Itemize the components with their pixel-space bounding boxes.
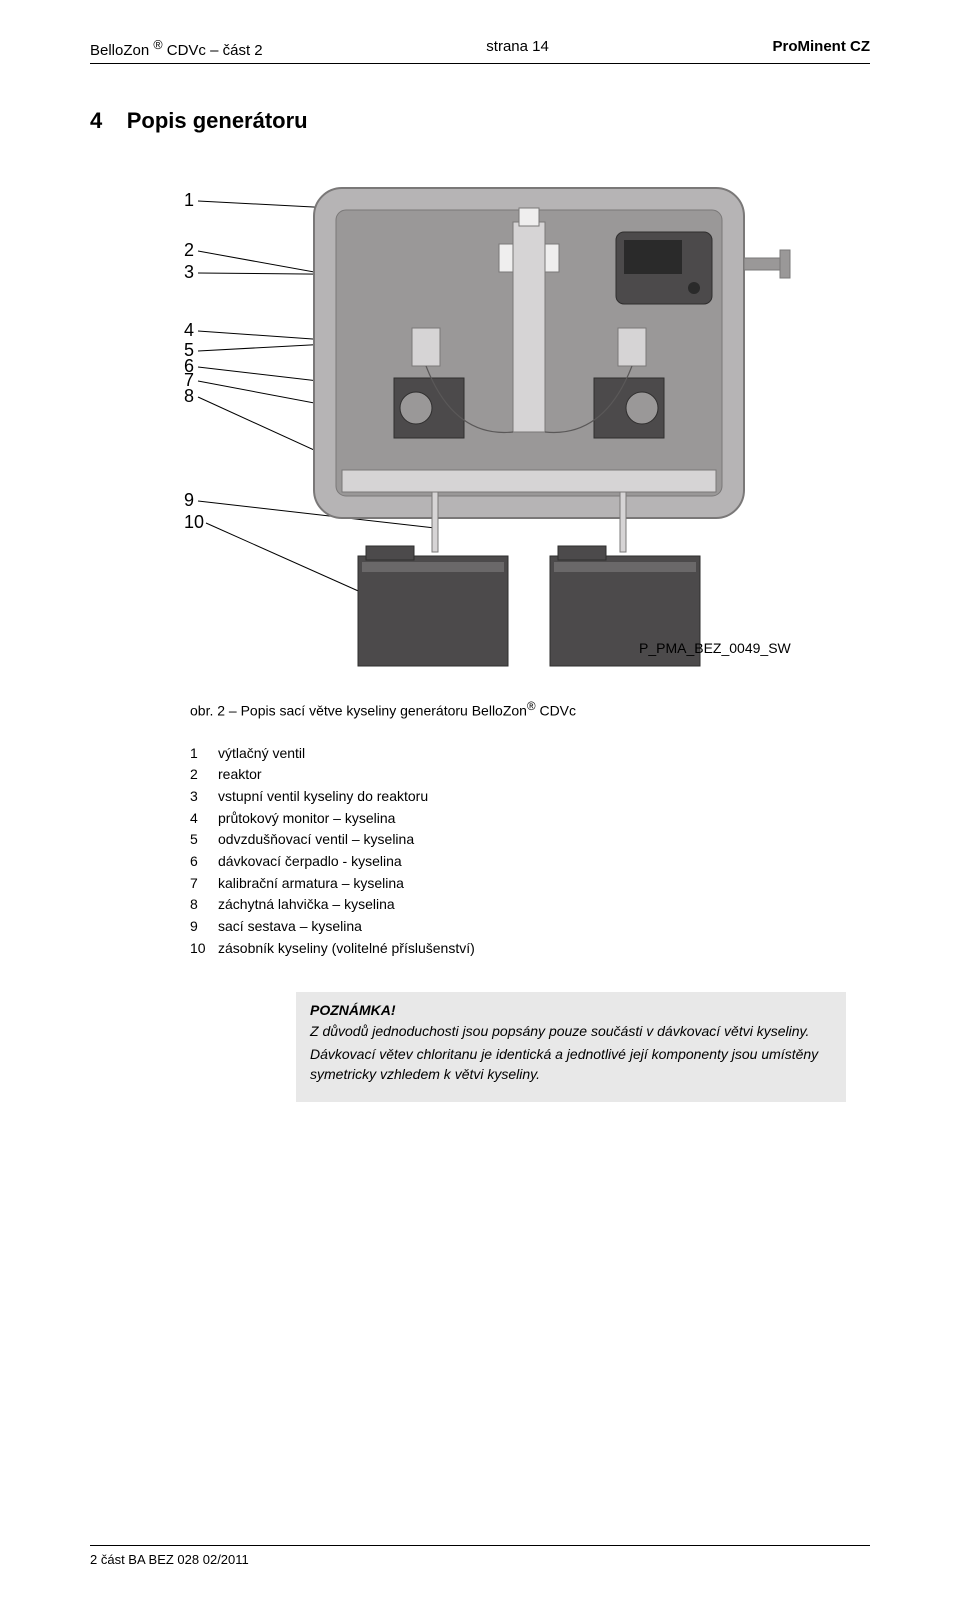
parts-list-row: 7kalibrační armatura – kyselina <box>190 873 870 895</box>
part-text: vstupní ventil kyseliny do reaktoru <box>218 786 428 808</box>
parts-list-row: 6dávkovací čerpadlo - kyselina <box>190 851 870 873</box>
parts-list-row: 1výtlačný ventil <box>190 743 870 765</box>
header-right: ProMinent CZ <box>773 38 871 59</box>
part-number: 8 <box>190 894 218 916</box>
part-text: záchytná lahvička – kyselina <box>218 894 395 916</box>
part-number: 9 <box>190 916 218 938</box>
parts-list-row: 3vstupní ventil kyseliny do reaktoru <box>190 786 870 808</box>
page-footer: 2 část BA BEZ 028 02/2011 <box>90 1545 870 1567</box>
note-box: POZNÁMKA! Z důvodů jednoduchosti jsou po… <box>296 992 846 1103</box>
parts-list-row: 5odvzdušňovací ventil – kyselina <box>190 829 870 851</box>
section-number: 4 <box>90 108 102 133</box>
svg-text:3: 3 <box>184 262 194 282</box>
part-text: průtokový monitor – kyselina <box>218 808 395 830</box>
parts-list-row: 9sací sestava – kyselina <box>190 916 870 938</box>
part-number: 4 <box>190 808 218 830</box>
part-text: odvzdušňovací ventil – kyselina <box>218 829 414 851</box>
svg-text:8: 8 <box>184 386 194 406</box>
svg-text:9: 9 <box>184 490 194 510</box>
part-number: 10 <box>190 938 218 960</box>
section-heading: Popis generátoru <box>127 108 308 133</box>
note-p2: Dávkovací větev chloritanu je identická … <box>310 1045 832 1084</box>
page-header: BelloZon ® CDVc – část 2 strana 14 ProMi… <box>90 38 870 64</box>
part-text: zásobník kyseliny (volitelné příslušenst… <box>218 938 475 960</box>
part-number: 1 <box>190 743 218 765</box>
parts-list-row: 2reaktor <box>190 764 870 786</box>
parts-list-row: 10zásobník kyseliny (volitelné příslušen… <box>190 938 870 960</box>
header-left: BelloZon ® CDVc – část 2 <box>90 38 263 59</box>
section-title: 4 Popis generátoru <box>90 108 870 134</box>
part-text: reaktor <box>218 764 262 786</box>
parts-list: 1výtlačný ventil2reaktor3vstupní ventil … <box>190 743 870 960</box>
svg-text:10: 10 <box>184 512 204 532</box>
svg-text:4: 4 <box>184 320 194 340</box>
part-text: kalibrační armatura – kyselina <box>218 873 404 895</box>
generator-diagram: 12345678910 P_PMA_BEZ_0049_SW <box>154 158 870 678</box>
parts-list-row: 8záchytná lahvička – kyselina <box>190 894 870 916</box>
svg-text:2: 2 <box>184 240 194 260</box>
part-text: dávkovací čerpadlo - kyselina <box>218 851 402 873</box>
part-text: sací sestava – kyselina <box>218 916 362 938</box>
note-p1: Z důvodů jednoduchosti jsou popsány pouz… <box>310 1022 832 1042</box>
part-number: 6 <box>190 851 218 873</box>
part-number: 3 <box>190 786 218 808</box>
figure-caption: obr. 2 – Popis sací větve kyseliny gener… <box>190 700 870 719</box>
header-center: strana 14 <box>486 38 549 59</box>
part-number: 5 <box>190 829 218 851</box>
part-number: 7 <box>190 873 218 895</box>
part-number: 2 <box>190 764 218 786</box>
parts-list-row: 4průtokový monitor – kyselina <box>190 808 870 830</box>
svg-text:1: 1 <box>184 190 194 210</box>
part-text: výtlačný ventil <box>218 743 305 765</box>
note-title: POZNÁMKA! <box>310 1002 832 1018</box>
svg-text:P_PMA_BEZ_0049_SW: P_PMA_BEZ_0049_SW <box>639 640 792 656</box>
